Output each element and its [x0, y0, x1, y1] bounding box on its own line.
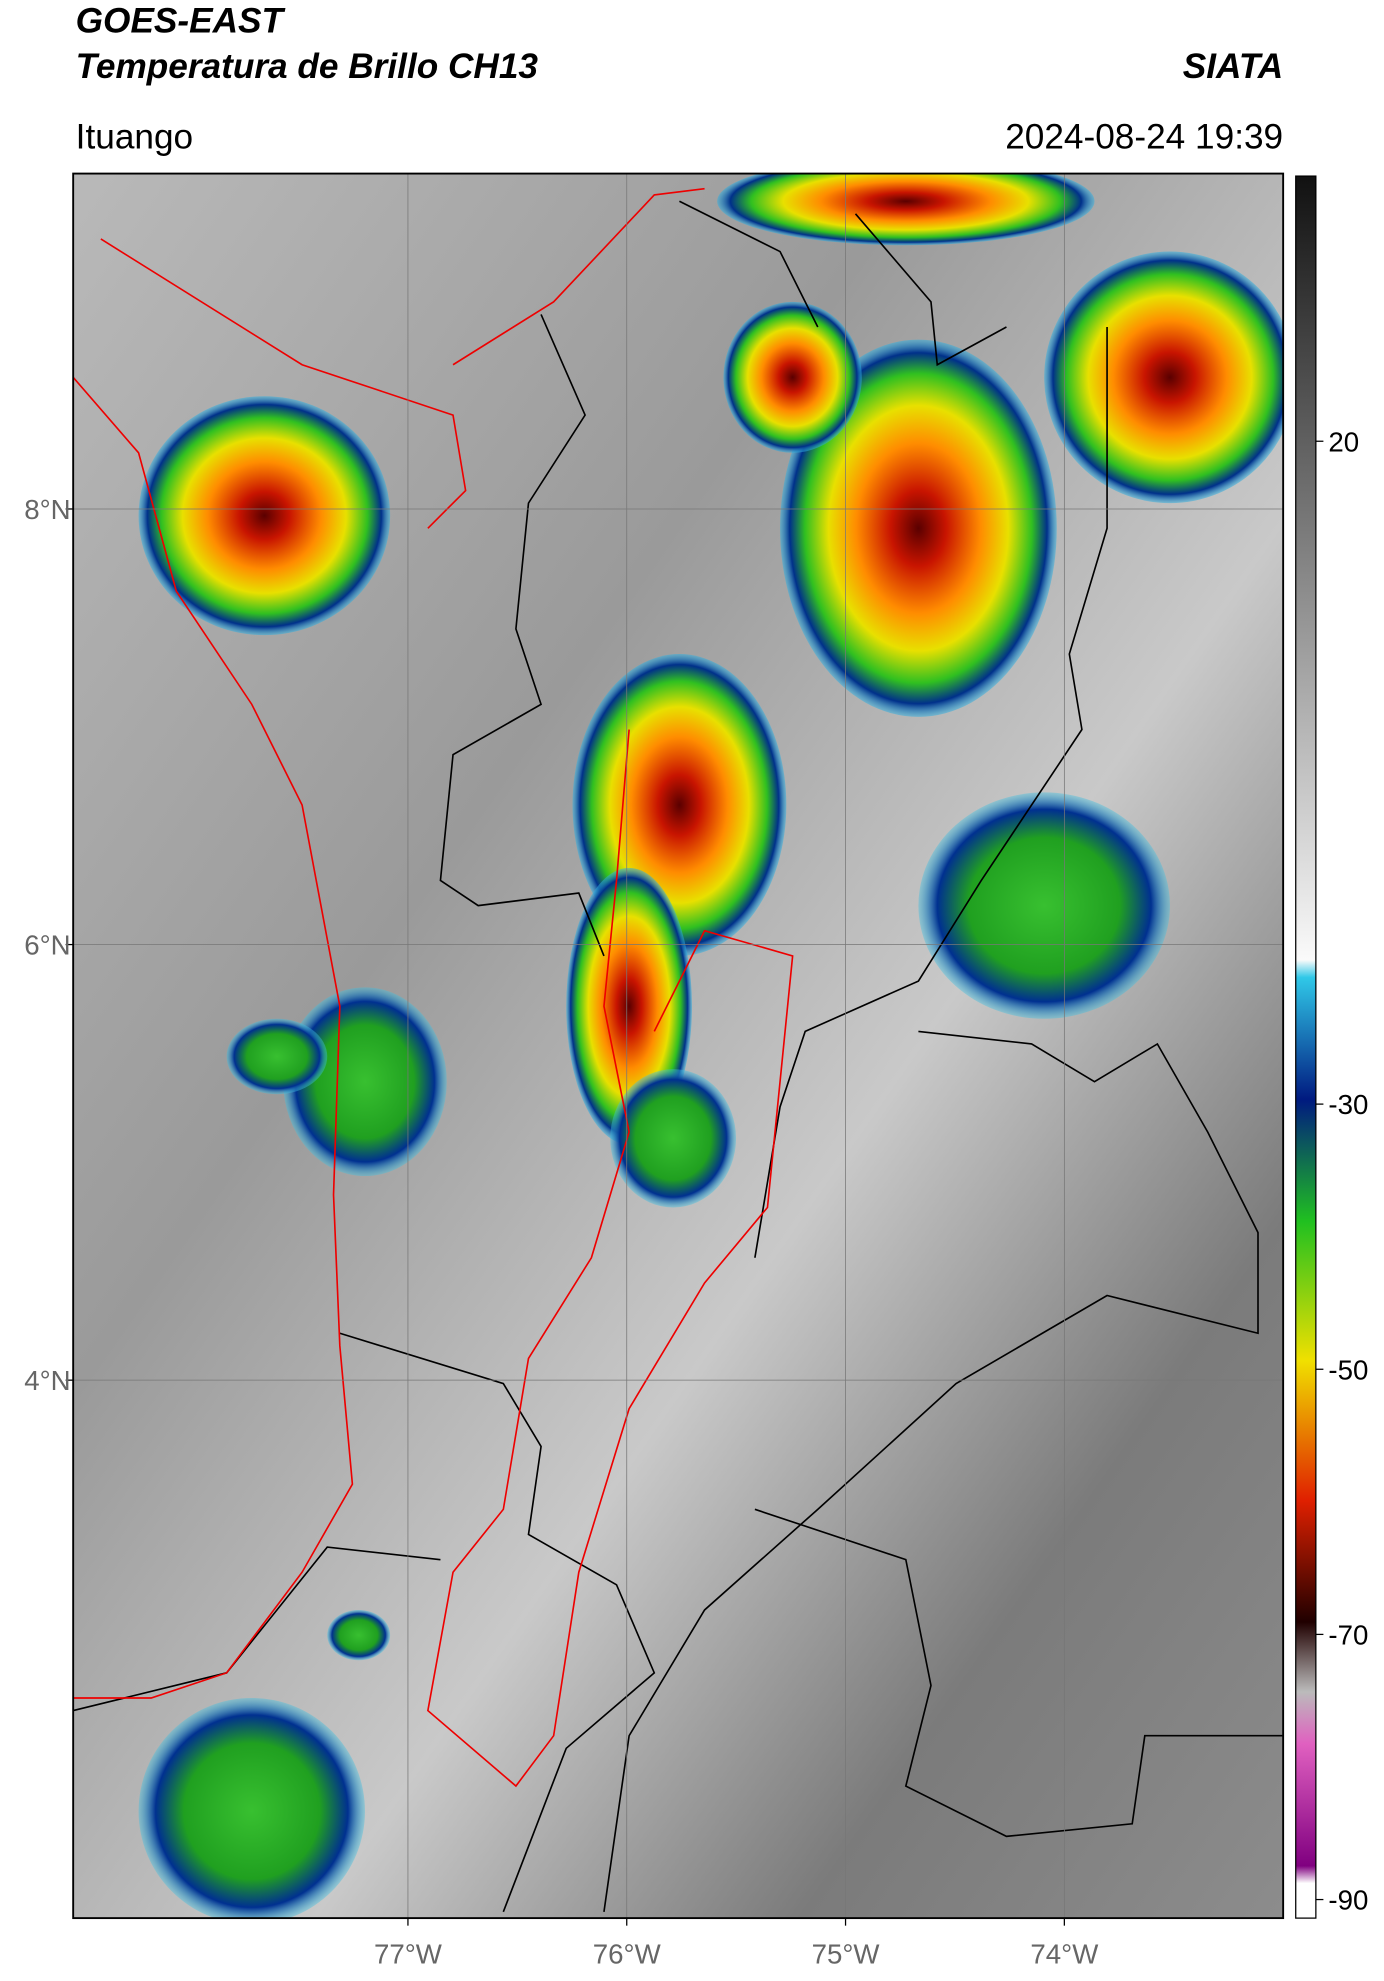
lon-label: 77°W [374, 1938, 443, 1969]
colorbar-label: -30 [1328, 1089, 1368, 1120]
brand: SIATA [1183, 47, 1283, 86]
lon-label: 75°W [812, 1938, 881, 1969]
lon-label: 74°W [1030, 1938, 1099, 1969]
colorbar [1295, 175, 1317, 1919]
lon-label: 76°W [593, 1938, 662, 1969]
map-frame [72, 172, 1285, 1920]
colorbar-label: -90 [1328, 1885, 1368, 1916]
borders [73, 200, 1284, 1913]
map-area [73, 173, 1284, 1919]
location: Ituango [76, 117, 193, 156]
cloud-tops [138, 173, 1284, 1919]
lat-label: 4°N [24, 1365, 70, 1396]
graticule [73, 173, 1284, 1919]
colorbar-label: 20 [1328, 426, 1359, 457]
colorbar-label: -50 [1328, 1354, 1368, 1385]
lat-label: 6°N [24, 930, 70, 961]
red-borders [73, 187, 794, 1788]
title: GOES-EAST [76, 2, 286, 41]
timestamp: 2024-08-24 19:39 [1005, 117, 1283, 156]
colorbar-label: -70 [1328, 1619, 1368, 1650]
axis-labels: 8°N 6°N 4°N 77°W 76°W 75°W 74°W 20 -30 -50 -70 -90 [24, 426, 1368, 1969]
subtitle: Temperatura de Brillo CH13 [76, 47, 539, 86]
lat-label: 8°N [24, 494, 70, 525]
